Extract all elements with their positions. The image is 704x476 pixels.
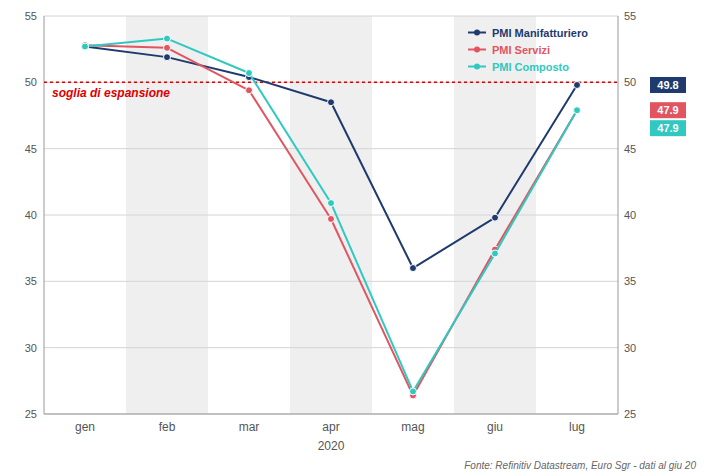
- series-marker: [410, 265, 417, 272]
- x-tick-label: giu: [487, 420, 503, 434]
- y-tick-label: 55: [25, 10, 37, 22]
- legend: PMI Manifatturiero PMI Servizi PMI Compost…: [468, 27, 588, 73]
- legend-marker: [474, 64, 480, 70]
- axes: 25 25 30 30 35 35 40 40 45 45 50 50 55 55 gen feb mar apr…: [25, 10, 637, 453]
- series-marker: [328, 215, 335, 222]
- y-tick-label: 45: [25, 143, 37, 155]
- x-tick-label: mar: [239, 420, 260, 434]
- x-axis-line: [44, 414, 618, 415]
- legend-label: PMI Manifatturiero: [492, 27, 588, 39]
- y-tick-label: 40: [25, 209, 37, 221]
- end-value-box: [650, 120, 686, 136]
- series-marker: [574, 107, 581, 114]
- x-tick-label: lug: [569, 420, 585, 434]
- end-values: 49.8 47.9 47.9: [650, 77, 686, 136]
- reference-label: soglia di espansione: [52, 86, 170, 100]
- series-marker: [328, 99, 335, 106]
- y2-tick-label: 35: [624, 275, 636, 287]
- x-tick-label: mag: [401, 420, 424, 434]
- end-value-label: 47.9: [657, 104, 678, 116]
- y2-axis-line: [618, 16, 619, 414]
- x-tick-label: feb: [159, 420, 176, 434]
- series-marker: [82, 43, 89, 50]
- y2-tick-label: 40: [624, 209, 636, 221]
- y-tick-label: 35: [25, 275, 37, 287]
- series-marker: [574, 107, 581, 114]
- y-tick-label: 25: [25, 408, 37, 420]
- series-marker: [492, 214, 499, 221]
- x-tick-label: gen: [75, 420, 95, 434]
- series-marker: [492, 250, 499, 257]
- series-marker: [328, 200, 335, 207]
- y2-tick-label: 55: [624, 10, 636, 22]
- series-marker: [164, 54, 171, 61]
- end-value-label: 47.9: [657, 122, 678, 134]
- grid-line: [44, 414, 618, 415]
- grid-line: [44, 347, 618, 348]
- series-marker: [164, 44, 171, 51]
- y-tick-label: 30: [25, 342, 37, 354]
- y-axis-line: [44, 16, 45, 414]
- series-marker: [574, 81, 581, 88]
- series-marker: [410, 388, 417, 395]
- source-note: Fonte: Refinitiv Datastream, Euro Sgr - …: [464, 460, 696, 471]
- y2-tick-label: 50: [624, 76, 636, 88]
- reference-line: [44, 82, 618, 84]
- annotations: soglia di espansione: [52, 86, 170, 100]
- grid: [44, 16, 618, 414]
- grid-line: [44, 16, 618, 17]
- plot-area: [44, 35, 618, 399]
- legend-marker: [474, 30, 480, 36]
- y2-tick-label: 25: [624, 408, 636, 420]
- grid-line: [44, 82, 618, 83]
- legend-label: PMI Composto: [492, 61, 569, 73]
- y-tick-label: 50: [25, 76, 37, 88]
- chart: 25 25 30 30 35 35 40 40 45 45 50 50 55 55 gen feb mar apr…: [0, 0, 704, 476]
- end-value-label: 49.8: [657, 79, 678, 91]
- y2-tick-label: 45: [624, 143, 636, 155]
- legend-marker: [474, 47, 480, 53]
- series-marker: [246, 70, 253, 77]
- grid-line: [44, 148, 618, 149]
- series-marker: [164, 35, 171, 42]
- grid-line: [44, 281, 618, 282]
- end-value-box: [650, 77, 686, 93]
- legend-label: PMI Servizi: [492, 44, 550, 56]
- x-axis-label: 2020: [318, 439, 345, 453]
- series-marker: [246, 87, 253, 94]
- end-value-box: [650, 102, 686, 118]
- series-marker: [82, 43, 89, 50]
- y2-tick-label: 30: [624, 342, 636, 354]
- x-tick-label: apr: [322, 420, 339, 434]
